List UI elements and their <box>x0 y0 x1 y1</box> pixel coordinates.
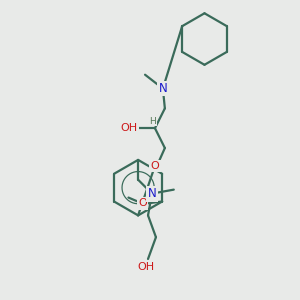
Text: OH: OH <box>137 262 154 272</box>
Text: H: H <box>150 117 156 126</box>
Text: OH: OH <box>121 123 138 133</box>
Text: N: N <box>158 82 167 95</box>
Text: O: O <box>138 199 147 208</box>
Text: N: N <box>148 187 156 200</box>
Text: O: O <box>151 161 159 171</box>
